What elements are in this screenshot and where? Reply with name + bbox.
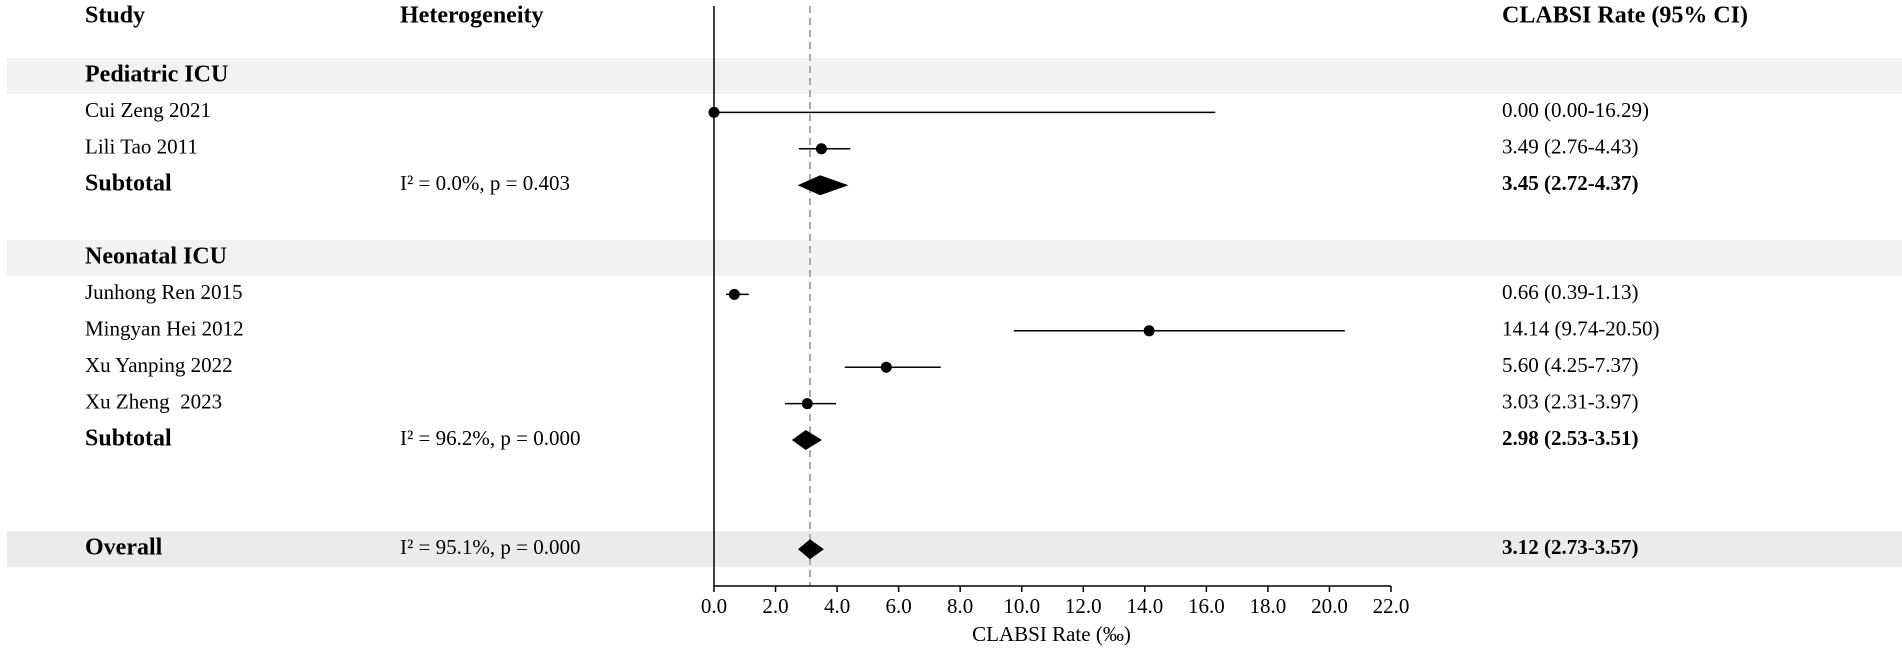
- pooled-name: Overall: [85, 535, 163, 561]
- x-axis-title: CLABSI Rate (‰): [972, 622, 1131, 646]
- study-name: Junhong Ren 2015: [85, 280, 243, 304]
- pooled-diamond: [791, 430, 823, 450]
- ci-label: 0.66 (0.39-1.13): [1502, 280, 1638, 304]
- ci-label: 5.60 (4.25-7.37): [1502, 353, 1638, 377]
- point-estimate: [815, 143, 827, 155]
- study-name: Xu Zheng 2023: [85, 389, 222, 413]
- ci-label: 2.98 (2.53-3.51): [1502, 426, 1638, 450]
- ci-label: 0.00 (0.00-16.29): [1502, 98, 1649, 122]
- reference-lines: [713, 6, 812, 586]
- ci-label: 3.03 (2.31-3.97): [1502, 389, 1638, 413]
- column-header: Heterogeneity: [400, 3, 544, 29]
- heterogeneity: I² = 0.0%, p = 0.403: [400, 171, 570, 195]
- point-estimate: [1143, 325, 1155, 337]
- study-name: Lili Tao 2011: [85, 135, 198, 159]
- heterogeneity: I² = 96.2%, p = 0.000: [400, 426, 580, 450]
- study-name: Cui Zeng 2021: [85, 98, 211, 122]
- x-tick-label: 0.0: [701, 594, 727, 618]
- x-tick-label: 2.0: [762, 594, 788, 618]
- pooled-diamond: [798, 539, 824, 560]
- pooled-name: Subtotal: [85, 426, 172, 452]
- bands: [7, 58, 1902, 568]
- point-estimate: [880, 361, 892, 373]
- group-name: Pediatric ICU: [85, 62, 228, 88]
- row-band: [7, 531, 1902, 568]
- heterogeneity: I² = 95.1%, p = 0.000: [400, 535, 580, 559]
- x-tick-label: 14.0: [1126, 594, 1163, 618]
- column-header: Study: [85, 3, 145, 29]
- ci-label: 3.12 (2.73-3.57): [1502, 535, 1638, 559]
- study-name: Mingyan Hei 2012: [85, 317, 244, 341]
- pooled-name: Subtotal: [85, 171, 172, 197]
- x-tick-label: 20.0: [1311, 594, 1348, 618]
- ci-label: 3.49 (2.76-4.43): [1502, 135, 1638, 159]
- x-tick-label: 12.0: [1065, 594, 1102, 618]
- ci-label: 3.45 (2.72-4.37): [1502, 171, 1638, 195]
- group-band: [7, 240, 1902, 276]
- point-estimate: [728, 288, 740, 300]
- x-tick-label: 22.0: [1373, 594, 1410, 618]
- column-header: CLABSI Rate (95% CI): [1502, 3, 1748, 29]
- ci-label: 14.14 (9.74-20.50): [1502, 317, 1659, 341]
- x-tick-label: 18.0: [1250, 594, 1287, 618]
- group-name: Neonatal ICU: [85, 244, 227, 270]
- x-tick-label: 8.0: [947, 594, 973, 618]
- pooled-diamond: [797, 175, 849, 196]
- x-tick-label: 16.0: [1188, 594, 1225, 618]
- group-band: [7, 58, 1902, 94]
- x-tick-label: 10.0: [1003, 594, 1040, 618]
- point-estimate: [708, 106, 720, 118]
- point-estimate: [801, 398, 813, 410]
- study-name: Xu Yanping 2022: [85, 353, 233, 377]
- x-tick-label: 6.0: [886, 594, 912, 618]
- x-tick-label: 4.0: [824, 594, 850, 618]
